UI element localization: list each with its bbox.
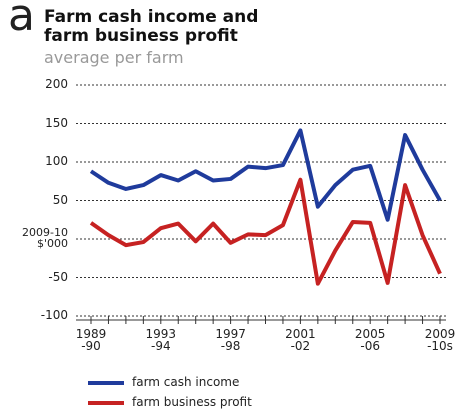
x-tick-label: 2009 -10s xyxy=(424,327,456,353)
panel-label: a xyxy=(8,0,35,41)
legend-label: farm cash income xyxy=(132,375,240,389)
series-line xyxy=(89,128,442,222)
y-tick-label: 100 xyxy=(45,154,68,168)
x-tick-label: 1993 -94 xyxy=(145,327,177,353)
y-tick-label: -100 xyxy=(40,308,68,322)
legend-label: farm business profit xyxy=(132,395,252,409)
y-tick-label: 200 xyxy=(45,77,68,91)
y-tick-label: 150 xyxy=(45,115,68,130)
y-tick-label: 50 xyxy=(52,192,68,207)
chart-title: Farm cash income and farm business profi… xyxy=(44,7,259,46)
chart-subtitle: average per farm xyxy=(44,48,184,67)
x-tick-label: 2005 -06 xyxy=(354,327,386,353)
y-tick-label: 2009-10 $'000 xyxy=(22,226,68,250)
x-tick-label: 1997 -98 xyxy=(215,327,246,353)
x-tick-label: 2001 -02 xyxy=(285,327,316,353)
y-tick-label: -50 xyxy=(48,269,68,284)
series-line xyxy=(89,177,442,286)
x-tick-label: 1989 -90 xyxy=(75,327,107,353)
